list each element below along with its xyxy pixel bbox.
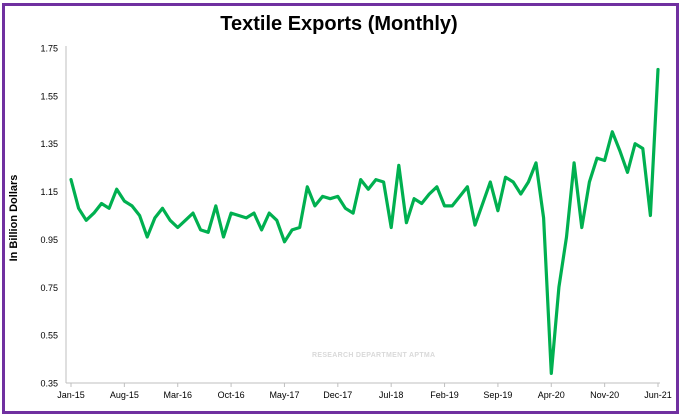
x-tick-label: Sep-19 [483, 390, 512, 400]
x-tick-label: Mar-16 [163, 390, 192, 400]
y-tick-label: 1.75 [40, 44, 58, 54]
x-tick-label: Apr-20 [538, 390, 565, 400]
x-tick-label: Jul-18 [379, 390, 404, 400]
y-tick-label: 1.55 [40, 91, 58, 101]
y-tick-label: 0.95 [40, 235, 58, 245]
y-tick-label: 0.75 [40, 283, 58, 293]
x-tick-label: Jun-21 [644, 390, 672, 400]
x-tick-label: Oct-16 [218, 390, 245, 400]
watermark-text: RESEARCH DEPARTMENT APTMA [312, 352, 436, 359]
chart-title: Textile Exports (Monthly) [220, 13, 458, 35]
y-tick-label: 0.35 [40, 379, 58, 389]
y-tick-label: 1.15 [40, 187, 58, 197]
x-tick-label: Aug-15 [110, 390, 139, 400]
x-tick-label: Dec-17 [323, 390, 352, 400]
x-tick-label: Feb-19 [430, 390, 459, 400]
y-tick-label: 0.55 [40, 331, 58, 341]
x-tick-label: Jan-15 [57, 390, 85, 400]
series-line-textile-exports [69, 67, 660, 375]
x-tick-label: May-17 [269, 390, 299, 400]
y-tick-label: 1.35 [40, 139, 58, 149]
chart-frame [2, 3, 679, 414]
x-tick-label: Nov-20 [590, 390, 619, 400]
